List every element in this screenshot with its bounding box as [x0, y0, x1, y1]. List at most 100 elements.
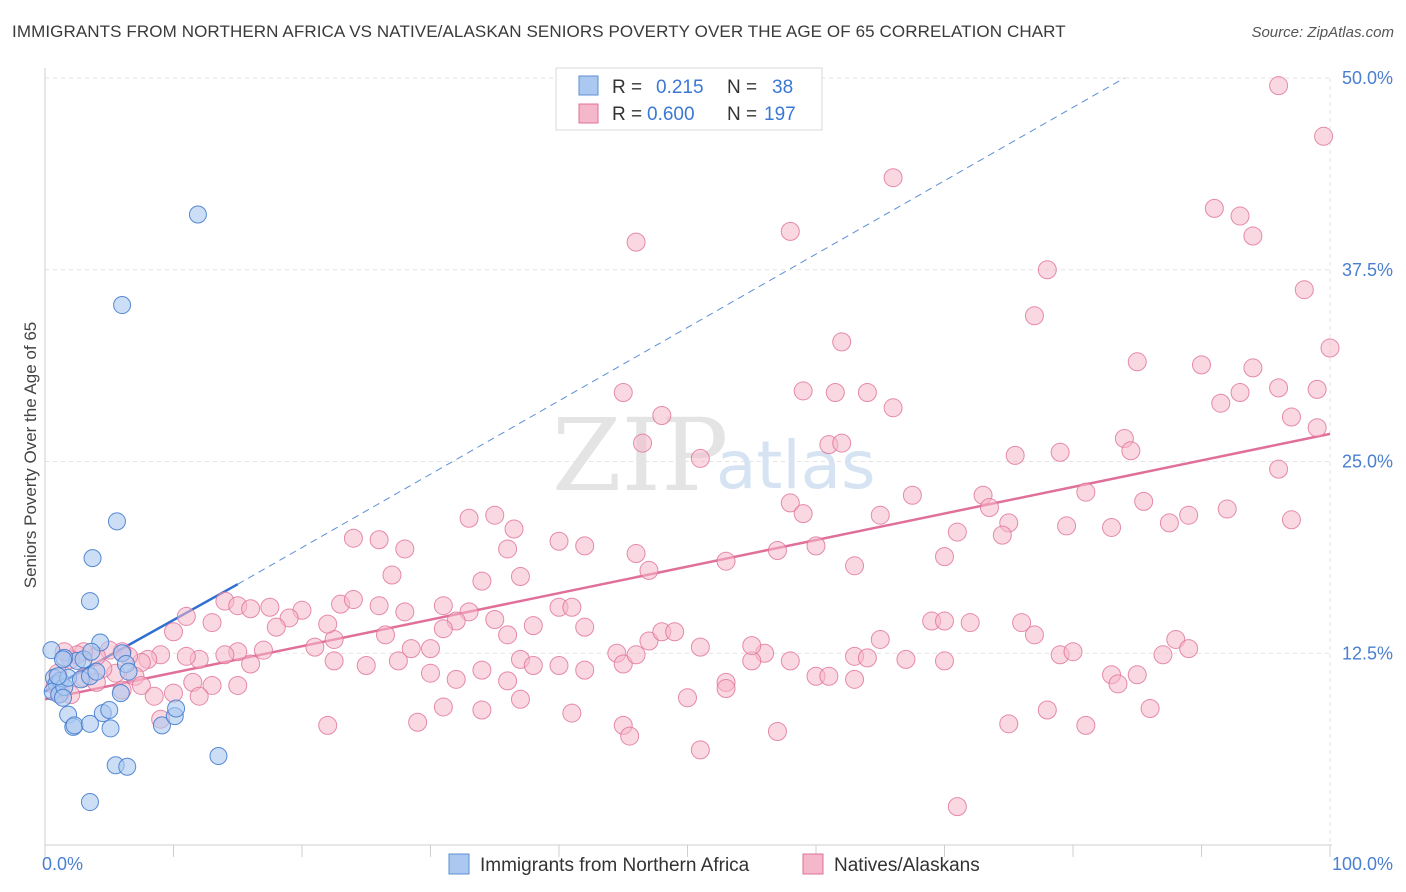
data-point-natives [343, 528, 363, 548]
data-point-natives [408, 712, 428, 732]
data-point-natives [1153, 645, 1173, 665]
data-point-natives [1243, 358, 1263, 378]
data-point-immigrants [80, 714, 99, 733]
watermark: ZIP atlas [552, 397, 876, 514]
bottom-legend-label: Immigrants from Northern Africa [480, 855, 750, 876]
bottom-legend-swatch-blue [448, 853, 470, 875]
y-tick-labels: 12.5% 25.0% 37.5% 50.0% [1342, 68, 1393, 663]
data-point-natives [1269, 76, 1289, 96]
data-point-natives [318, 614, 338, 634]
data-point-natives [870, 629, 890, 649]
data-point-natives [369, 596, 389, 616]
data-point-natives [767, 540, 787, 560]
data-point-natives [523, 656, 543, 676]
data-point-natives [1134, 491, 1154, 511]
data-point-natives [144, 686, 164, 706]
data-point-natives [620, 726, 640, 746]
data-point-natives [1005, 445, 1025, 465]
data-point-natives [626, 645, 646, 665]
bottom-legend: Immigrants from Northern Africa Natives/… [448, 853, 980, 876]
data-point-immigrants [107, 512, 126, 531]
data-point-natives [690, 637, 710, 657]
data-point-natives [459, 602, 479, 622]
data-point-natives [498, 671, 518, 691]
data-point-natives [1217, 499, 1237, 519]
data-point-natives [421, 663, 440, 683]
data-point-natives [498, 539, 518, 559]
data-point-natives [382, 565, 402, 585]
data-point-natives [395, 602, 415, 622]
data-point-natives [690, 740, 710, 760]
data-point-natives [767, 721, 787, 741]
data-point-natives [896, 649, 916, 669]
data-point-natives [902, 485, 922, 505]
data-point-natives [1281, 510, 1301, 530]
data-point-immigrants [119, 662, 138, 681]
legend-box [555, 67, 823, 131]
data-point-immigrants [188, 205, 207, 224]
data-point-natives [485, 610, 505, 630]
data-point-natives [716, 679, 736, 699]
data-point-natives [1102, 517, 1122, 537]
x-tick-labels: 0.0% 100.0% [42, 854, 1393, 874]
bottom-legend-swatch-pink [802, 853, 824, 875]
data-point-immigrants [65, 716, 84, 735]
legend-r-label: R = [612, 77, 642, 98]
data-point-natives [523, 616, 543, 636]
data-point-immigrants [53, 688, 72, 707]
series-natives-points [45, 76, 1340, 817]
data-point-natives [1307, 418, 1327, 438]
y-tick-label: 12.5% [1342, 643, 1393, 663]
data-point-immigrants [82, 642, 101, 661]
data-point-natives [999, 714, 1019, 734]
data-point-natives [1179, 505, 1199, 525]
data-point-natives [793, 381, 813, 401]
data-point-natives [562, 703, 582, 723]
trend-extension-immigrants [237, 77, 1125, 585]
data-point-natives [421, 639, 440, 659]
data-point-natives [504, 519, 524, 539]
data-point-natives [935, 651, 954, 671]
data-point-immigrants [80, 592, 99, 611]
data-point-natives [549, 656, 569, 676]
data-point-natives [202, 613, 222, 633]
data-point-natives [1320, 338, 1340, 358]
x-tick-label: 0.0% [42, 854, 83, 874]
data-point-natives [266, 617, 286, 637]
data-point-immigrants [80, 793, 99, 812]
data-point-natives [1012, 613, 1032, 633]
data-point-immigrants [113, 296, 132, 315]
data-point-natives [472, 700, 492, 720]
data-point-natives [793, 504, 813, 524]
data-point-natives [1211, 393, 1231, 413]
data-point-immigrants [152, 716, 171, 735]
data-point-natives [639, 631, 659, 651]
data-point-natives [613, 382, 633, 402]
watermark-atlas: atlas [716, 427, 876, 504]
y-tick-label: 50.0% [1342, 68, 1393, 88]
data-point-natives [960, 613, 980, 633]
data-point-natives [678, 688, 697, 708]
data-point-natives [498, 625, 518, 645]
data-point-natives [131, 675, 151, 695]
data-point-natives [305, 637, 325, 657]
series-immigrants-points [42, 205, 228, 812]
data-point-immigrants [83, 549, 102, 568]
data-point-natives [395, 539, 415, 559]
data-point-natives [164, 683, 183, 703]
source-label: Source: ZipAtlas.com [1251, 24, 1394, 41]
data-point-natives [935, 547, 954, 567]
data-point-natives [832, 433, 852, 453]
data-point-natives [433, 619, 453, 639]
data-point-natives [992, 525, 1012, 545]
data-point-natives [433, 596, 453, 616]
data-point-natives [472, 660, 492, 680]
data-point-natives [1159, 513, 1179, 533]
data-point-immigrants [118, 757, 137, 776]
data-point-natives [1192, 355, 1211, 375]
data-point-natives [626, 544, 646, 564]
legend-swatch-blue [578, 75, 599, 96]
data-point-natives [279, 608, 299, 628]
legend-r-value: 0.215 [656, 77, 704, 98]
data-point-natives [369, 530, 389, 550]
